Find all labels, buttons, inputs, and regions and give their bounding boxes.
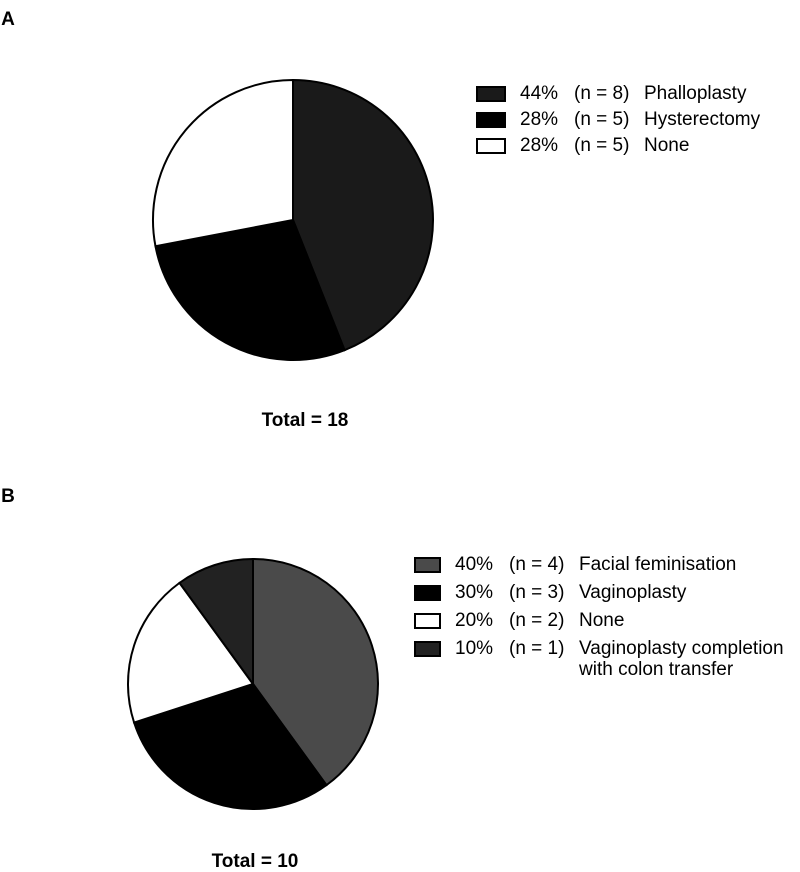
legend-swatch <box>476 112 506 128</box>
legend-label: Vaginoplasty completion with colon transf… <box>578 638 784 680</box>
pie-slice <box>178 557 254 688</box>
legend-swatch <box>414 585 441 601</box>
legend-label: None <box>579 610 624 631</box>
legend-swatch <box>414 557 441 573</box>
total-label: Total = 18 <box>262 410 349 431</box>
legend-label: Phalloplasty <box>644 83 747 104</box>
legend-swatch <box>476 138 506 154</box>
legend-count: (n = 1) <box>509 638 564 659</box>
legend-label: Hysterectomy <box>644 109 761 130</box>
legend-percent: 30% <box>455 582 493 603</box>
panel-label: B <box>1 486 15 507</box>
total-label: Total = 10 <box>212 851 299 872</box>
pie-slice <box>292 78 434 352</box>
legend-count: (n = 3) <box>509 582 564 603</box>
legend-swatch <box>414 641 441 657</box>
legend-percent: 44% <box>520 83 558 104</box>
legend-count: (n = 5) <box>574 135 629 156</box>
pie-slice <box>252 557 379 787</box>
legend-percent: 40% <box>455 554 493 575</box>
legend-count: (n = 4) <box>509 554 564 575</box>
legend-percent: 10% <box>455 638 493 659</box>
legend-percent: 20% <box>455 610 493 631</box>
legend-label: None <box>644 135 689 156</box>
pie-slice <box>132 682 328 810</box>
legend-label: Facial feminisation <box>579 554 736 575</box>
pie-slice <box>127 581 255 724</box>
pie-slice <box>152 78 294 248</box>
legend-count: (n = 8) <box>574 83 629 104</box>
legend-swatch <box>414 613 441 629</box>
legend-percent: 28% <box>520 135 558 156</box>
legend-label: Vaginoplasty <box>579 582 687 603</box>
pie-slice <box>154 218 346 361</box>
panel-label: A <box>1 9 15 30</box>
legend-swatch <box>476 86 506 102</box>
legend-count: (n = 5) <box>574 109 629 130</box>
legend-percent: 28% <box>520 109 558 130</box>
legend-count: (n = 2) <box>509 610 564 631</box>
